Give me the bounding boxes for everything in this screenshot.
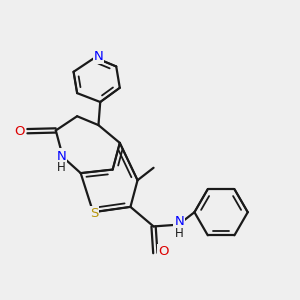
Text: N: N [56, 149, 66, 163]
Text: O: O [158, 245, 168, 258]
Text: S: S [90, 208, 98, 220]
Text: N: N [94, 50, 103, 63]
Text: N: N [174, 215, 184, 228]
Text: O: O [14, 125, 25, 138]
Text: H: H [57, 161, 65, 174]
Text: H: H [175, 227, 184, 240]
